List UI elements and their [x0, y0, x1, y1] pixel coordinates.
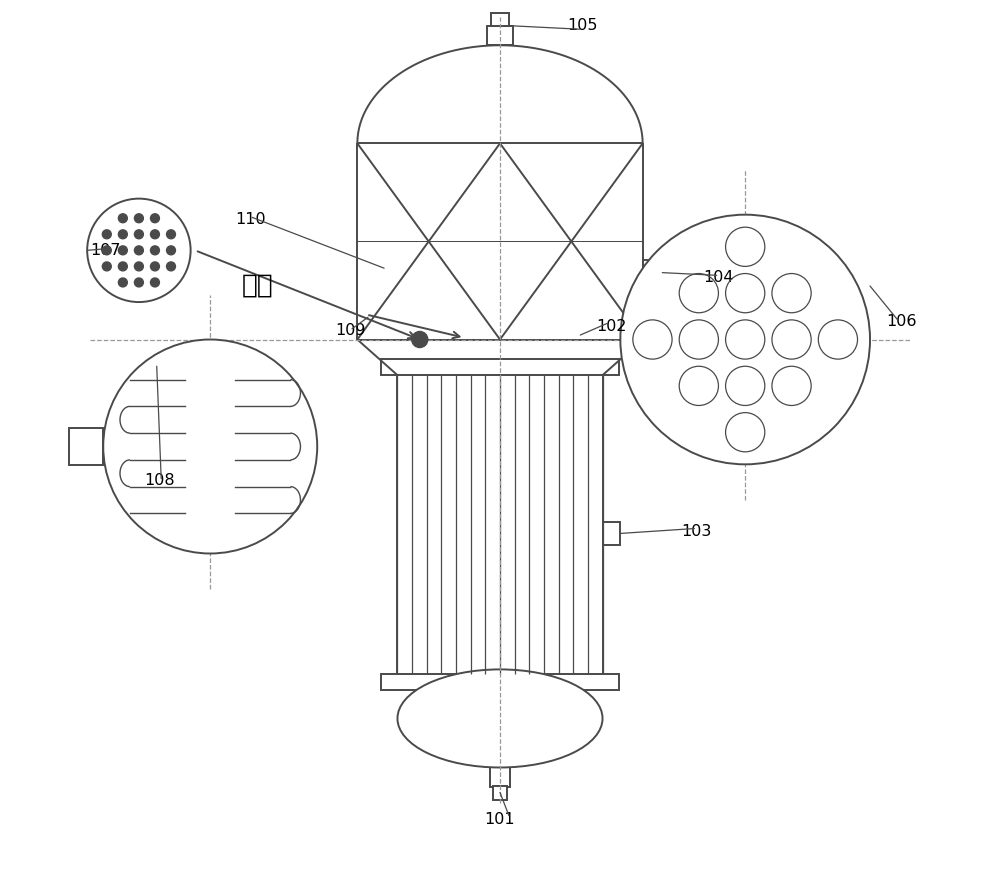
- Circle shape: [150, 262, 159, 271]
- Circle shape: [167, 262, 175, 271]
- Circle shape: [134, 246, 143, 255]
- Circle shape: [167, 230, 175, 238]
- Bar: [487, 26, 513, 46]
- Bar: [491, 13, 509, 26]
- Bar: [490, 767, 510, 787]
- Circle shape: [118, 246, 127, 255]
- Circle shape: [134, 278, 143, 287]
- Text: 106: 106: [886, 314, 916, 330]
- Circle shape: [102, 246, 111, 255]
- Circle shape: [134, 213, 143, 222]
- Bar: [493, 786, 507, 800]
- Bar: [69, 428, 103, 465]
- Text: 109: 109: [335, 323, 365, 338]
- Circle shape: [102, 262, 111, 271]
- Bar: [381, 674, 619, 690]
- Circle shape: [118, 262, 127, 271]
- Text: 105: 105: [568, 18, 598, 33]
- Text: 107: 107: [91, 243, 121, 258]
- Bar: [381, 359, 619, 375]
- Circle shape: [87, 198, 191, 302]
- Text: 102: 102: [596, 319, 627, 334]
- Circle shape: [150, 246, 159, 255]
- Circle shape: [118, 213, 127, 222]
- Text: 101: 101: [485, 812, 515, 827]
- Bar: [603, 522, 620, 545]
- Circle shape: [150, 278, 159, 287]
- Text: 放大: 放大: [242, 273, 273, 299]
- Circle shape: [103, 339, 317, 554]
- Circle shape: [620, 214, 870, 464]
- Circle shape: [134, 230, 143, 238]
- Text: 103: 103: [681, 523, 711, 538]
- Bar: [643, 260, 662, 285]
- Circle shape: [150, 213, 159, 222]
- Ellipse shape: [397, 670, 603, 767]
- Circle shape: [102, 230, 111, 238]
- Circle shape: [118, 230, 127, 238]
- Circle shape: [134, 262, 143, 271]
- Circle shape: [412, 331, 428, 347]
- Circle shape: [118, 278, 127, 287]
- Text: 104: 104: [703, 270, 734, 285]
- Circle shape: [150, 230, 159, 238]
- Text: 108: 108: [144, 473, 175, 488]
- Text: 110: 110: [235, 212, 266, 227]
- Circle shape: [167, 246, 175, 255]
